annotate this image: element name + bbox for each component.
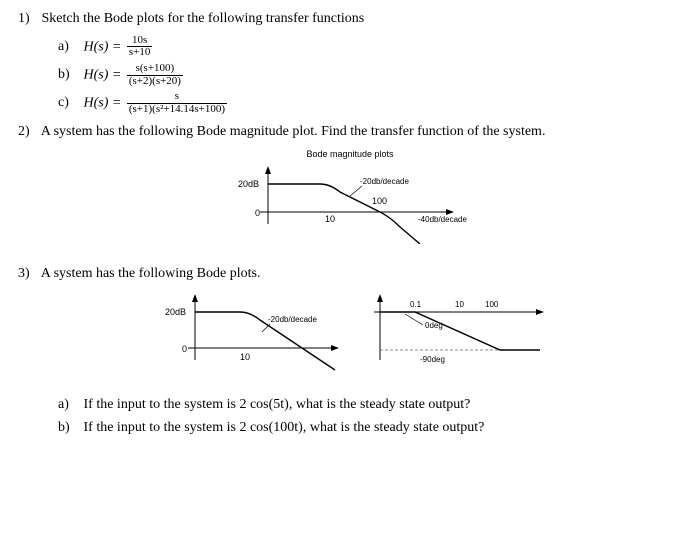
q2-xlabel-100: 100 bbox=[372, 196, 387, 206]
q2-plot-title: Bode magnitude plots bbox=[18, 148, 682, 160]
q1-item-b: b) H(s) = s(s+100) (s+2)(s+20) bbox=[58, 63, 682, 87]
q1-prompt: 1) Sketch the Bode plots for the followi… bbox=[18, 10, 682, 29]
q3-phase-x-100: 100 bbox=[485, 300, 499, 309]
q1-number: 1) bbox=[18, 10, 38, 29]
q2-plot-container: Bode magnitude plots 20dB 0 10 100 -20db… bbox=[18, 148, 682, 251]
q3-number: 3) bbox=[18, 265, 38, 284]
q3-phase-curve bbox=[380, 312, 540, 350]
q2-slope1-pointer bbox=[350, 186, 362, 196]
q1-item-a: a) H(s) = 10s s+10 bbox=[58, 35, 682, 59]
q1c-numerator: s bbox=[127, 91, 227, 104]
q2-curve bbox=[268, 184, 420, 244]
q1-text: Sketch the Bode plots for the following … bbox=[42, 11, 365, 26]
q1-item-c: c) H(s) = s (s+1)(s²+14.14s+100) bbox=[58, 91, 682, 115]
q1b-label: b) bbox=[58, 66, 80, 85]
q2-ylabel-0: 0 bbox=[255, 208, 260, 218]
q2-xlabel-10: 10 bbox=[325, 214, 335, 224]
q1b-fraction: s(s+100) (s+2)(s+20) bbox=[127, 63, 183, 87]
q3-mag-y-arrow-icon bbox=[192, 294, 198, 302]
q3-subpart-a: a) If the input to the system is 2 cos(5… bbox=[58, 396, 682, 415]
q1a-lhs: H(s) = bbox=[84, 39, 125, 54]
q3-phase-neg90-label: -90deg bbox=[420, 355, 445, 364]
q3-phase-x-arrow-icon bbox=[536, 309, 544, 315]
q3-phase-y-arrow-icon bbox=[377, 294, 383, 302]
q1b-denominator: (s+2)(s+20) bbox=[127, 76, 183, 88]
q3-mag-ylabel-20db: 20dB bbox=[165, 307, 186, 317]
q2-prompt: 2) A system has the following Bode magni… bbox=[18, 123, 682, 142]
q3-mag-plot: 20dB 0 10 -20db/decade bbox=[140, 290, 350, 382]
q3-phase-x-10: 10 bbox=[455, 300, 464, 309]
q3b-expr: 2 cos(100t) bbox=[239, 420, 302, 435]
q3-text: A system has the following Bode plots. bbox=[41, 266, 261, 281]
q3-phase-0deg-label: 0deg bbox=[425, 321, 443, 330]
q2-ylabel-20db: 20dB bbox=[238, 179, 259, 189]
q3-mag-xlabel-10: 10 bbox=[240, 352, 250, 362]
q3-mag-ylabel-0: 0 bbox=[182, 344, 187, 354]
q2-y-arrow-icon bbox=[265, 166, 271, 174]
q3-plot-container: 20dB 0 10 -20db/decade 0.1 10 100 bbox=[18, 290, 682, 382]
q3a-before: If the input to the system is bbox=[84, 397, 240, 412]
q1b-numerator: s(s+100) bbox=[127, 63, 183, 76]
q3-phase-plot: 0.1 10 100 0deg -90deg bbox=[360, 290, 560, 382]
q3b-label: b) bbox=[58, 419, 80, 438]
q2-number: 2) bbox=[18, 123, 38, 142]
q3-mag-svg: 20dB 0 10 -20db/decade bbox=[140, 290, 350, 375]
q1c-fraction: s (s+1)(s²+14.14s+100) bbox=[127, 91, 227, 115]
q3a-label: a) bbox=[58, 396, 80, 415]
q3-subpart-b: b) If the input to the system is 2 cos(1… bbox=[58, 419, 682, 438]
q1b-lhs: H(s) = bbox=[84, 67, 125, 82]
q3-mag-slope-label: -20db/decade bbox=[268, 315, 317, 324]
q3b-before: If the input to the system is bbox=[84, 420, 240, 435]
q3a-after: , what is the steady state output? bbox=[289, 397, 471, 412]
q2-plot-svg: 20dB 0 10 100 -20db/decade -40db/decade bbox=[200, 162, 500, 244]
q1c-denominator: (s+1)(s²+14.14s+100) bbox=[127, 104, 227, 116]
q1a-fraction: 10s s+10 bbox=[127, 35, 152, 59]
q1a-label: a) bbox=[58, 38, 80, 57]
q3a-expr: 2 cos(5t) bbox=[239, 397, 288, 412]
q2-text: A system has the following Bode magnitud… bbox=[41, 124, 546, 139]
q2-slope2-label: -40db/decade bbox=[418, 215, 467, 224]
q3-mag-slope-pointer bbox=[262, 324, 270, 332]
q1a-denominator: s+10 bbox=[127, 47, 152, 59]
q3-mag-x-arrow-icon bbox=[331, 345, 339, 351]
q2-bode-plot: 20dB 0 10 100 -20db/decade -40db/decade bbox=[200, 162, 500, 251]
q1c-label: c) bbox=[58, 94, 80, 113]
q2-slope1-label: -20db/decade bbox=[360, 177, 409, 186]
q3-phase-0deg-pointer bbox=[405, 314, 423, 325]
q3-prompt: 3) A system has the following Bode plots… bbox=[18, 265, 682, 284]
q3-phase-svg: 0.1 10 100 0deg -90deg bbox=[360, 290, 560, 375]
q3b-after: , what is the steady state output? bbox=[303, 420, 485, 435]
q1c-lhs: H(s) = bbox=[84, 95, 125, 110]
q3-phase-x-0p1: 0.1 bbox=[410, 300, 422, 309]
